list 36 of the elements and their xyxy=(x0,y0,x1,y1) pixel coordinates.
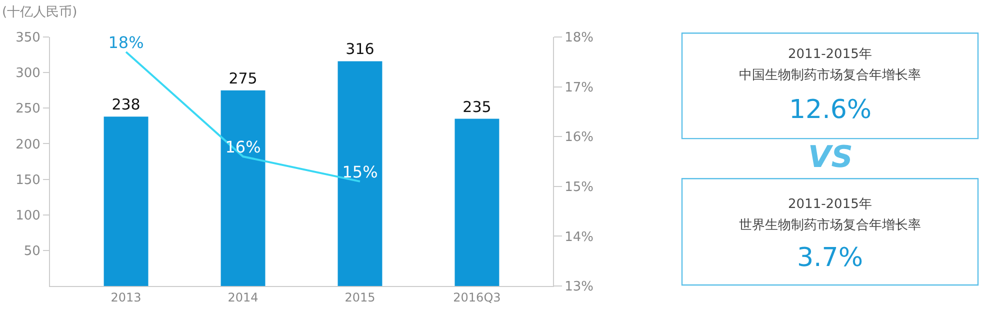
y-tick-label: 200 xyxy=(16,137,40,152)
y2-tick-label: 16% xyxy=(564,130,594,146)
y-tick-label: 50 xyxy=(24,244,40,259)
data-label: 275 xyxy=(228,69,258,88)
bar xyxy=(454,118,500,286)
text: 世界生物制药市场复合年增长率 xyxy=(739,217,921,233)
y2-tick-label: 13% xyxy=(564,280,594,295)
bar xyxy=(104,116,148,286)
y-tick-label: 150 xyxy=(16,172,40,188)
data-label: 16% xyxy=(225,138,261,157)
data-label: 15% xyxy=(342,162,378,182)
y2-tick-label: 15% xyxy=(564,180,594,195)
text: 3.7% xyxy=(797,243,864,273)
y-tick-label: 250 xyxy=(16,102,40,117)
bar xyxy=(220,90,266,286)
bar xyxy=(338,61,382,286)
y2-tick-label: 17% xyxy=(564,80,594,96)
text: 12.6% xyxy=(789,95,872,125)
x-tick-label: 2015 xyxy=(344,290,376,304)
text: 2011-2015年 xyxy=(788,47,872,62)
data-label: 316 xyxy=(346,40,374,58)
text: 中国生物制药市场复合年增长率 xyxy=(739,67,921,83)
data-label: 18% xyxy=(108,32,144,52)
x-tick-label: 2016Q3 xyxy=(453,290,501,304)
x-tick-label: 2013 xyxy=(110,290,142,304)
y-tick-label: 300 xyxy=(16,66,40,82)
y-tick-label: 350 xyxy=(16,30,40,46)
text: 2011-2015年 xyxy=(788,197,872,212)
data-label: 238 xyxy=(112,96,140,114)
y-tick-label: 100 xyxy=(16,208,40,224)
text: VS xyxy=(808,140,853,175)
y2-tick-label: 14% xyxy=(564,230,594,245)
y-axis-title: (十亿人民币) xyxy=(2,5,78,20)
x-tick-label: 2014 xyxy=(228,290,258,304)
data-label: 235 xyxy=(462,98,492,116)
y2-tick-label: 18% xyxy=(564,30,594,46)
